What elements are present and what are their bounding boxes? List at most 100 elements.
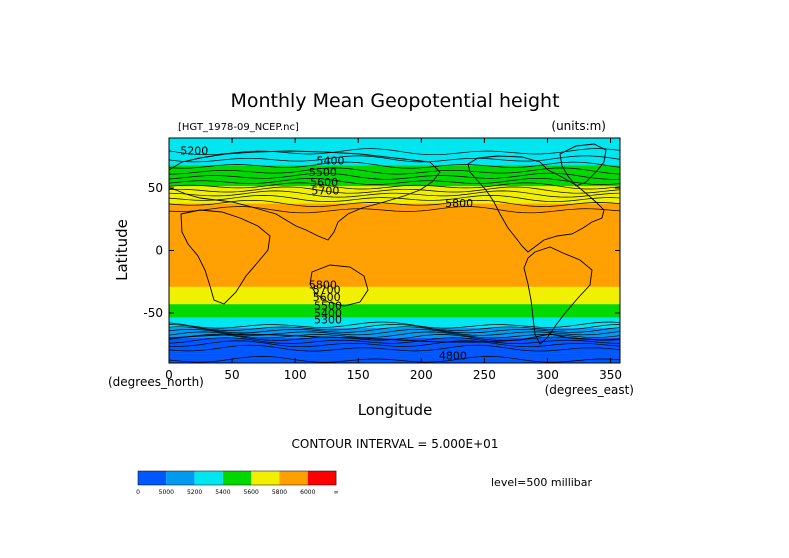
shaded-band (169, 236, 620, 238)
shaded-band (169, 219, 620, 221)
shaded-band (169, 301, 620, 303)
shaded-band (169, 355, 620, 357)
contour-line (169, 206, 620, 214)
shaded-band (169, 295, 620, 297)
shaded-band (169, 211, 620, 213)
shaded-band (169, 309, 620, 311)
level-label: level=500 millibar (491, 476, 593, 489)
shaded-band (169, 296, 620, 298)
shaded-band (169, 259, 620, 261)
contour-line (169, 182, 620, 190)
colorbar-label: 5400 (215, 489, 230, 496)
shaded-band (169, 163, 620, 164)
shaded-band (169, 354, 620, 356)
colorbar-swatch (166, 471, 195, 485)
shaded-band (169, 253, 620, 254)
shaded-band (169, 164, 620, 166)
contour-line (169, 199, 620, 207)
shaded-band (169, 173, 620, 174)
shaded-band (169, 276, 620, 278)
shaded-band (169, 336, 620, 338)
shaded-band (169, 145, 620, 147)
x-tick-label: 100 (284, 368, 307, 382)
contour-label: 5300 (314, 313, 342, 326)
shaded-band (169, 239, 620, 241)
shaded-band (169, 182, 620, 184)
shaded-band (169, 199, 620, 201)
contour-line (169, 344, 620, 352)
shaded-band (169, 249, 620, 251)
shaded-band (169, 263, 620, 264)
colorbar-frame (137, 470, 337, 486)
contour-line (169, 167, 620, 175)
shaded-band (169, 312, 620, 314)
shaded-band (169, 193, 620, 195)
shaded-band (169, 194, 620, 196)
shaded-band (169, 151, 620, 153)
shaded-band (169, 298, 620, 300)
shaded-band (169, 341, 620, 343)
shaded-band (169, 342, 620, 344)
shaded-band (169, 255, 620, 257)
shaded-band (169, 340, 620, 342)
shaded-band (169, 229, 620, 231)
x-axis-units: (degrees_east) (545, 383, 634, 397)
shaded-band (169, 227, 620, 229)
plot-area (169, 138, 620, 363)
shaded-band (169, 269, 620, 271)
shaded-band (169, 291, 620, 293)
shaded-band (169, 167, 620, 169)
shaded-band (169, 332, 620, 334)
shaded-band (169, 183, 620, 185)
shaded-band (169, 241, 620, 243)
shaded-band (169, 158, 620, 159)
shaded-band (169, 186, 620, 188)
shaded-band (169, 146, 620, 148)
shaded-band (169, 248, 620, 249)
shaded-band (169, 284, 620, 286)
contour-label: 5400 (314, 307, 342, 320)
shaded-band (169, 347, 620, 349)
shaded-band (169, 264, 620, 266)
shaded-band (169, 299, 620, 301)
shaded-band (169, 268, 620, 269)
shaded-band (169, 251, 620, 253)
shaded-band (169, 316, 620, 318)
shaded-band (169, 202, 620, 204)
colorbar-swatch (138, 471, 167, 485)
shaded-band (169, 151, 620, 153)
shaded-band (169, 238, 620, 240)
shaded-band (169, 339, 620, 341)
contour-label: 5800 (309, 278, 337, 291)
colorbar-swatch (307, 471, 337, 485)
colorbar-label: 5200 (187, 489, 202, 496)
contour-line (169, 172, 620, 180)
continent-outlines (169, 143, 620, 345)
shaded-band (169, 344, 620, 346)
shaded-band (169, 229, 620, 231)
shaded-band (169, 179, 620, 181)
colorbar-label: 5600 (244, 489, 259, 496)
shaded-band (169, 319, 620, 321)
shaded-band (169, 218, 620, 219)
shaded-band (169, 246, 620, 248)
shaded-band (169, 217, 620, 219)
shaded-band (169, 349, 620, 351)
colorbar-label: ∞ (334, 489, 339, 496)
shaded-band (169, 211, 620, 213)
antarctica-outline (169, 333, 620, 343)
shaded-band (169, 308, 620, 309)
shaded-band (169, 204, 620, 206)
shaded-band (169, 177, 620, 179)
shaded-band (169, 194, 620, 196)
shaded-band (169, 206, 620, 208)
shaded-band (169, 315, 620, 317)
contour-label: 5400 (316, 155, 344, 168)
colorbar-swatch (222, 471, 252, 485)
shaded-band (169, 208, 620, 210)
shaded-band (169, 335, 620, 337)
shaded-band (169, 218, 620, 220)
shaded-band (169, 282, 620, 284)
x-axis-label: Longitude (358, 401, 433, 419)
shaded-band (169, 256, 620, 258)
